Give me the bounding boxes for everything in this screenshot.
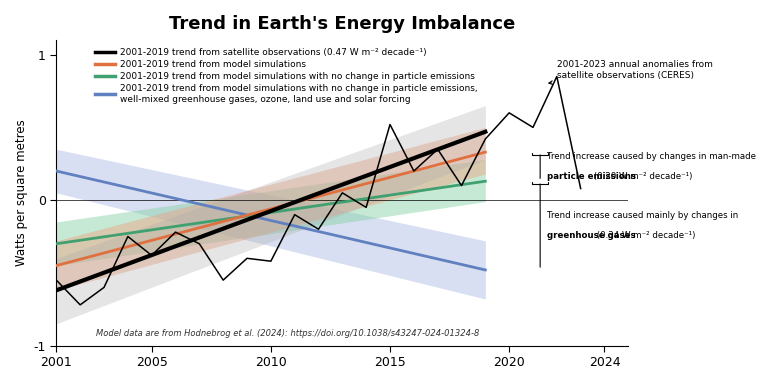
Title: Trend in Earth's Energy Imbalance: Trend in Earth's Energy Imbalance [169, 15, 515, 33]
Text: 2001-2023 annual anomalies from
satellite observations (CERES): 2001-2023 annual anomalies from satellit… [549, 60, 713, 84]
Text: (0.34 W m⁻² decade⁻¹): (0.34 W m⁻² decade⁻¹) [594, 232, 695, 240]
Legend: 2001-2019 trend from satellite observations (0.47 W m⁻² decade⁻¹), 2001-2019 tre: 2001-2019 trend from satellite observati… [95, 48, 477, 104]
Text: greenhouse gases: greenhouse gases [548, 232, 636, 240]
Text: Trend increase caused by changes in man-made: Trend increase caused by changes in man-… [548, 152, 756, 161]
Text: (0.20 W m⁻² decade⁻¹): (0.20 W m⁻² decade⁻¹) [591, 172, 692, 182]
Text: Model data are from Hodnebrog et al. (2024): https://doi.org/10.1038/s43247-024-: Model data are from Hodnebrog et al. (20… [97, 329, 480, 338]
Y-axis label: Watts per square metres: Watts per square metres [15, 119, 28, 266]
Text: Trend increase caused mainly by changes in: Trend increase caused mainly by changes … [548, 211, 739, 220]
Text: particle emissions: particle emissions [548, 172, 637, 182]
